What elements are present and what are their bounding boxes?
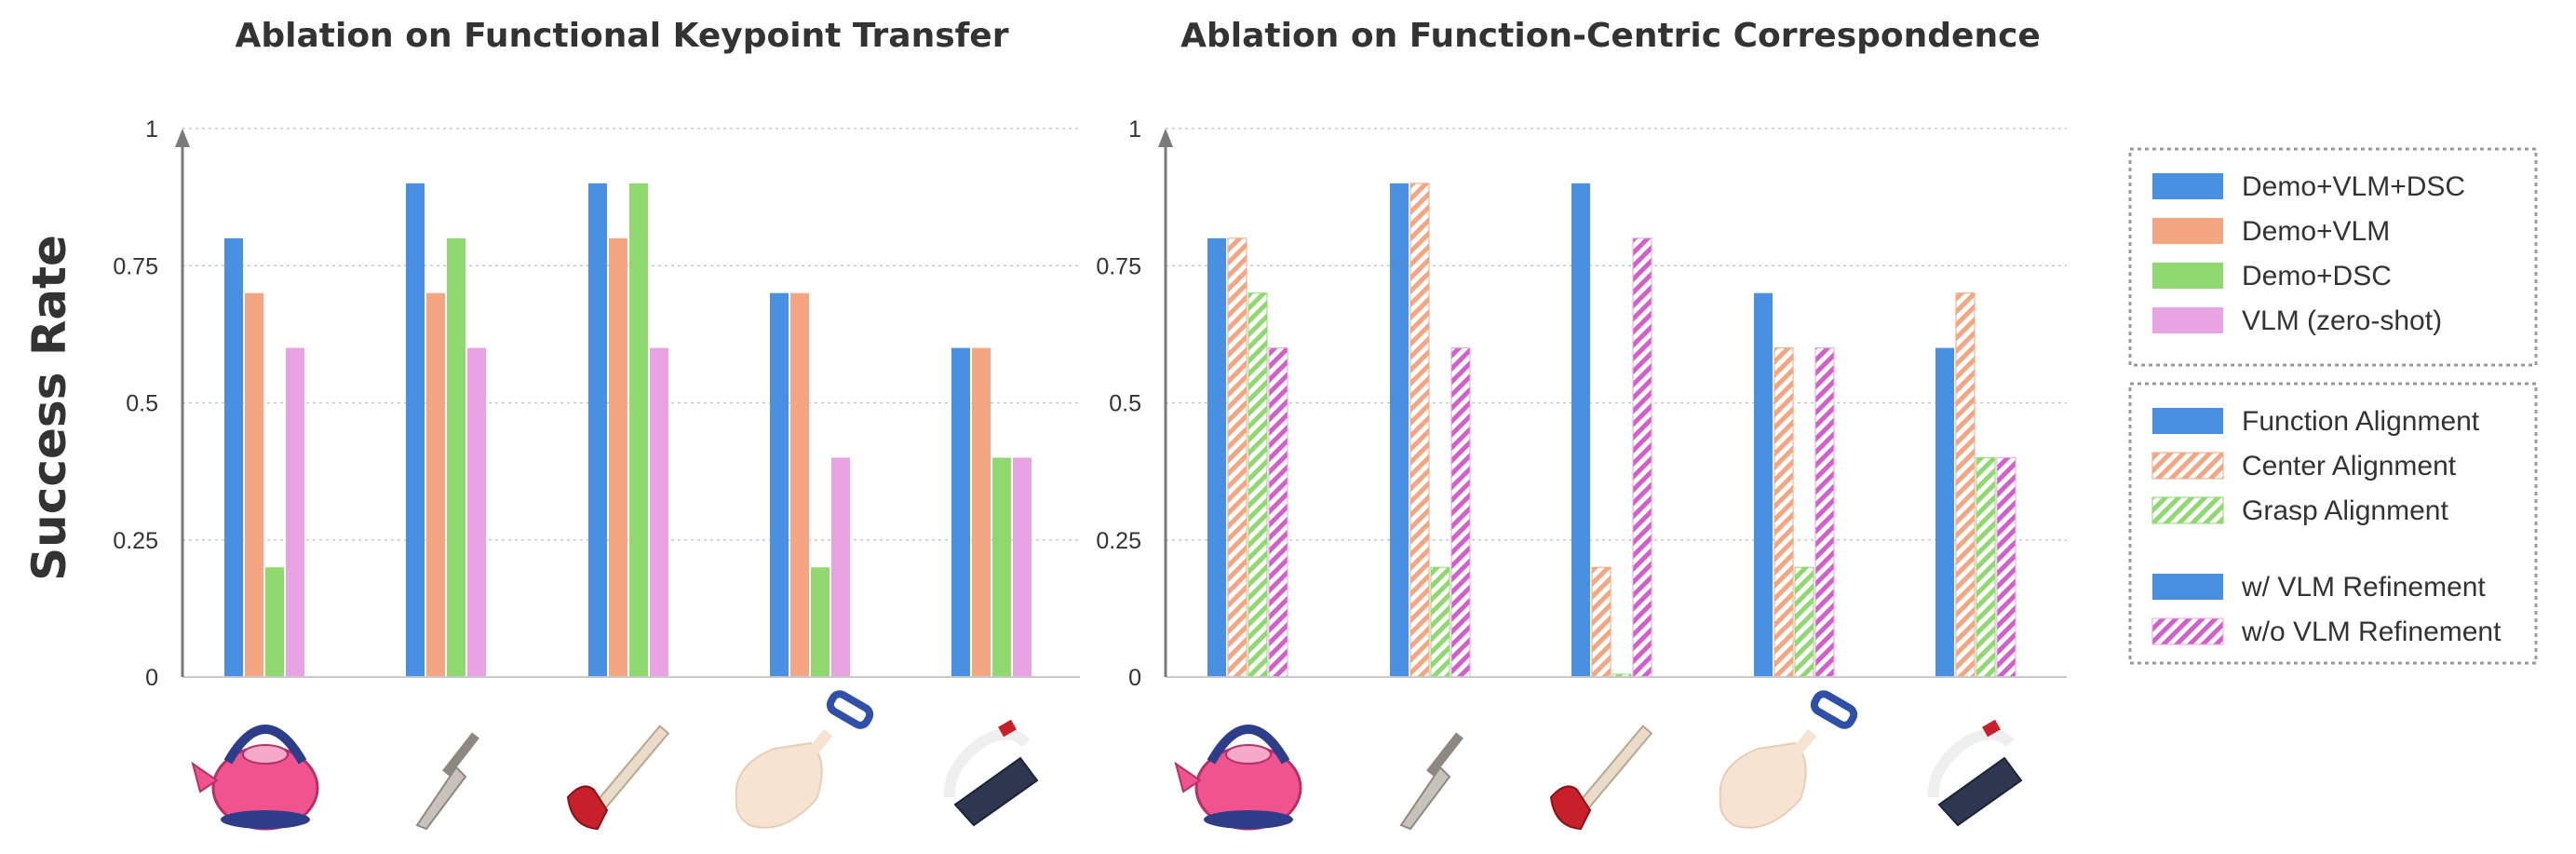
y-tick-label: 0.25 <box>1096 528 1141 554</box>
bar-shovel-0 <box>770 292 789 677</box>
bar-kettle-0 <box>224 237 243 678</box>
bar-brush-0 <box>1935 347 1954 677</box>
y-tick-label: 0.75 <box>113 253 158 279</box>
grid-right <box>1166 128 2067 541</box>
axis-left: 0 0.25 0.5 0.75 1 <box>113 116 1080 691</box>
legend-box-2 <box>2128 382 2538 665</box>
shovel-icon <box>735 690 874 829</box>
legend-swatch <box>2152 218 2223 244</box>
y-tick-label: 0 <box>1128 665 1141 691</box>
y-tick-label: 1 <box>145 116 158 142</box>
bar-kettle-3 <box>286 347 304 677</box>
y-axis-arrow <box>175 129 190 147</box>
bar-kettle-1 <box>245 292 263 677</box>
bar-shovel-3 <box>831 457 850 677</box>
chart-left: Ablation on Functional Keypoint Transfer… <box>113 17 1080 831</box>
legend-label: VLM (zero-shot) <box>2242 305 2442 336</box>
legend-label: Demo+VLM+DSC <box>2242 171 2465 202</box>
legend-label: w/ VLM Refinement <box>2241 572 2486 603</box>
legend-swatch <box>2152 574 2223 600</box>
legend-label: Demo+VLM <box>2242 216 2390 247</box>
kettle-icon <box>191 725 319 831</box>
object-icons-left <box>191 690 1039 831</box>
legend-label: Center Alignment <box>2242 451 2457 481</box>
axis-right: 0 0.25 0.5 0.75 1 <box>1096 116 2067 691</box>
bar-shovel-1 <box>790 292 809 677</box>
bar-kettle-3 <box>1268 347 1288 678</box>
y-tick-label: 0.5 <box>126 391 158 417</box>
legend-swatch <box>2151 496 2224 524</box>
kettle-icon <box>1174 725 1302 831</box>
y-axis-label: Success Rate <box>22 235 76 581</box>
bar-knife-3 <box>1450 347 1471 678</box>
legend-swatch <box>2152 173 2223 199</box>
brush-icon <box>943 719 1039 827</box>
hammer-icon <box>566 725 670 831</box>
bar-hammer-3 <box>1632 237 1652 678</box>
legend-swatch <box>2151 452 2224 480</box>
bar-hammer-3 <box>650 347 668 677</box>
y-axis-arrow <box>1158 129 1173 147</box>
bars-right <box>1207 183 2016 678</box>
chart-title-left: Ablation on Functional Keypoint Transfer <box>236 17 1009 55</box>
bar-hammer-0 <box>588 183 607 677</box>
bar-shovel-2 <box>811 567 829 677</box>
legend-swatch <box>2152 408 2223 434</box>
bar-brush-0 <box>951 347 970 677</box>
bar-brush-3 <box>1996 456 2016 678</box>
bar-knife-2 <box>447 237 465 678</box>
object-icons-right <box>1174 690 2023 831</box>
bar-brush-2 <box>992 457 1011 677</box>
bar-kettle-0 <box>1207 237 1226 678</box>
bars-left <box>224 183 1032 678</box>
bar-brush-3 <box>1013 457 1032 677</box>
bar-hammer-2 <box>629 183 648 677</box>
bar-kettle-2 <box>1248 292 1268 678</box>
legend-swatch <box>2152 307 2223 333</box>
bar-knife-1 <box>1409 183 1430 678</box>
bar-hammer-1 <box>609 237 627 678</box>
bar-shovel-3 <box>1814 347 1835 678</box>
hammer-icon <box>1549 725 1653 831</box>
legend-swatch <box>2151 617 2224 645</box>
chart-title-right: Ablation on Function-Centric Corresponde… <box>1180 17 2041 55</box>
legend-box-1 <box>2128 147 2538 367</box>
shovel-icon <box>1719 690 1858 829</box>
y-tick-label: 0 <box>145 665 158 691</box>
bar-kettle-1 <box>1227 237 1248 678</box>
bar-shovel-1 <box>1774 347 1794 678</box>
bar-brush-2 <box>1976 456 1996 678</box>
bar-kettle-2 <box>265 567 284 677</box>
y-tick-label: 0.25 <box>113 528 158 554</box>
bar-knife-0 <box>406 183 425 677</box>
bar-brush-1 <box>1955 292 1976 678</box>
y-tick-label: 0.75 <box>1096 253 1141 279</box>
legend-swatch <box>2152 263 2223 289</box>
bar-shovel-2 <box>1794 566 1814 678</box>
bar-knife-0 <box>1390 183 1409 677</box>
y-tick-label: 1 <box>1128 116 1141 142</box>
bar-hammer-0 <box>1571 183 1590 677</box>
legend-label: Function Alignment <box>2242 406 2480 437</box>
legend-label: w/o VLM Refinement <box>2241 617 2502 647</box>
knife-icon <box>1399 732 1463 831</box>
brush-icon <box>1927 719 2023 827</box>
y-tick-label: 0.5 <box>1109 391 1141 417</box>
bar-brush-1 <box>972 347 991 677</box>
bar-shovel-0 <box>1754 292 1773 677</box>
legend-label: Demo+DSC <box>2242 261 2392 291</box>
knife-icon <box>415 732 479 831</box>
legend-label: Grasp Alignment <box>2242 495 2448 526</box>
bar-knife-3 <box>467 347 486 677</box>
legend: Demo+VLM+DSC Demo+VLM Demo+DSC VLM (zero-sh… <box>2128 147 2538 665</box>
bar-knife-2 <box>1430 566 1450 678</box>
bar-knife-1 <box>426 292 445 677</box>
bar-hammer-1 <box>1591 566 1612 678</box>
chart-right: Ablation on Function-Centric Corresponde… <box>1096 17 2067 831</box>
